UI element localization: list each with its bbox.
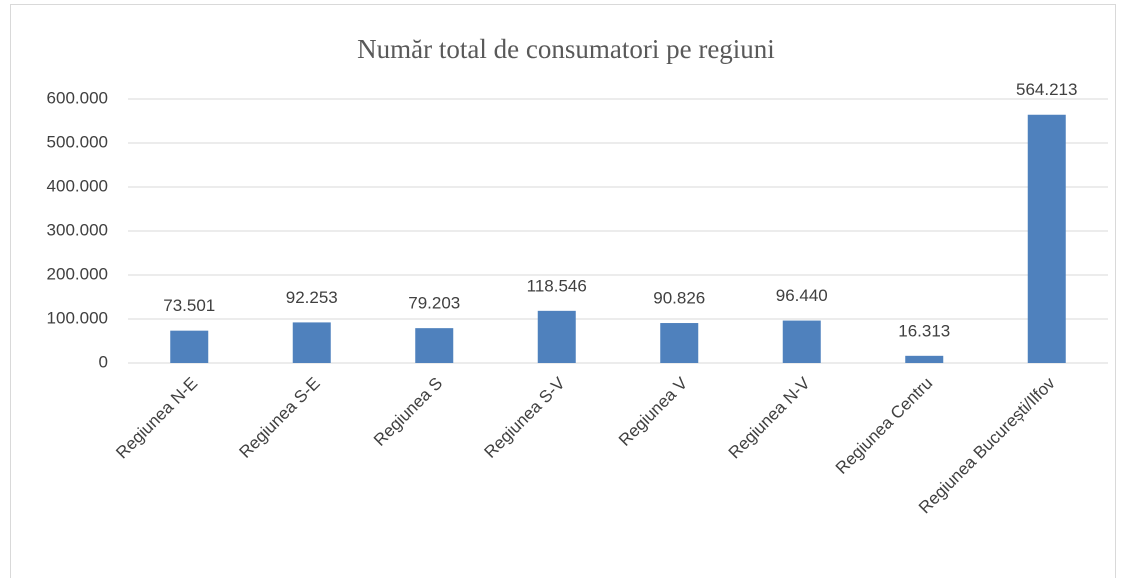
y-tick-label: 100.000 bbox=[47, 308, 108, 327]
value-label: 73.501 bbox=[163, 296, 215, 315]
value-label: 96.440 bbox=[776, 286, 828, 305]
bar bbox=[170, 330, 209, 363]
y-tick-label: 200.000 bbox=[47, 264, 108, 283]
bar bbox=[292, 322, 331, 363]
chart-frame bbox=[10, 4, 1116, 583]
value-label: 564.213 bbox=[1016, 80, 1077, 99]
y-tick-label: 600.000 bbox=[47, 88, 108, 107]
bar bbox=[660, 323, 699, 363]
value-label: 16.313 bbox=[898, 321, 950, 340]
bar bbox=[537, 310, 576, 363]
value-label: 90.826 bbox=[653, 289, 705, 308]
chart-title: Număr total de consumatori pe regiuni bbox=[357, 34, 775, 64]
bar bbox=[415, 328, 454, 363]
value-label: 92.253 bbox=[286, 288, 338, 307]
y-tick-label: 400.000 bbox=[47, 176, 108, 195]
bar bbox=[905, 355, 944, 363]
y-tick-label: 300.000 bbox=[47, 220, 108, 239]
bar bbox=[782, 320, 821, 363]
bar bbox=[1027, 114, 1066, 363]
value-label: 79.203 bbox=[408, 294, 460, 313]
value-label: 118.546 bbox=[527, 276, 587, 295]
y-tick-label: 0 bbox=[99, 352, 108, 371]
y-tick-label: 500.000 bbox=[47, 132, 108, 151]
